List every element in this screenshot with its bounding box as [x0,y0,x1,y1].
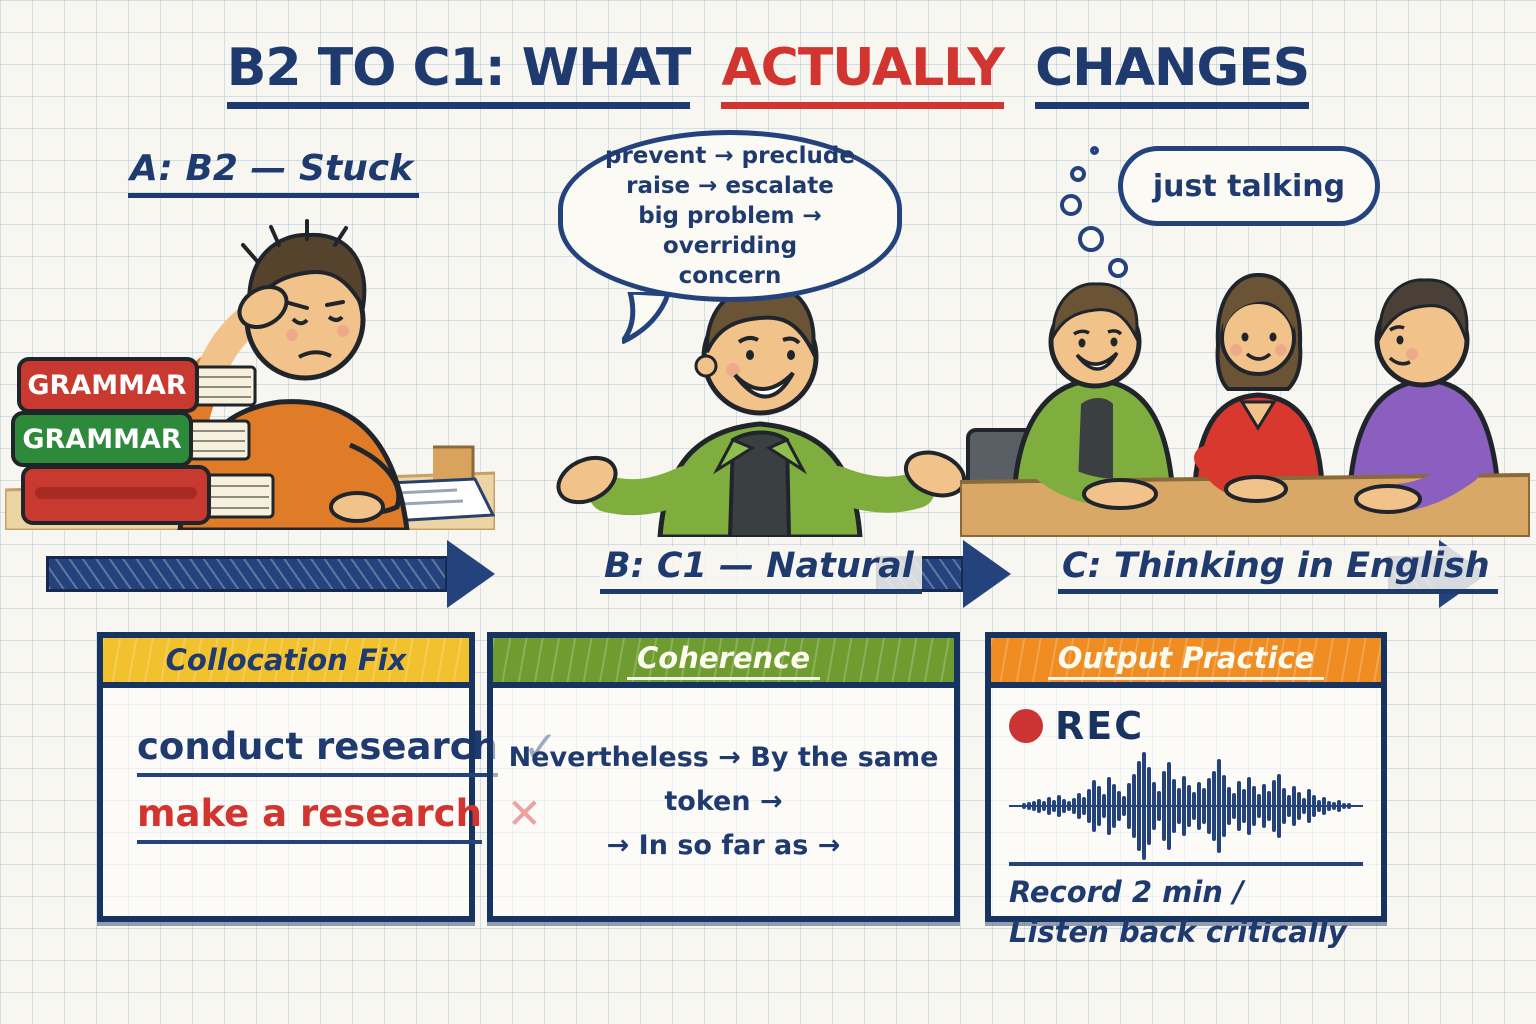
thought-trail-dot [1078,226,1104,252]
thought-trail-dot [1070,166,1086,182]
output-footer-line-1: Record 2 min / [1009,875,1244,909]
card-collocation: Collocation Fix conduct research ✓ make … [97,632,558,922]
timeline-label-c: C: Thinking in English [1058,546,1498,594]
card-output-header: Output Practice [991,638,1381,688]
page-title: B2 TO C1: WHAT ACTUALLY CHANGES [0,38,1536,109]
thought-trail-dot [1060,194,1082,216]
thought-trail-dot [1108,258,1128,278]
card-coherence-title: Coherence [627,641,820,680]
collocation-correct-row: conduct research ✓ [137,722,558,777]
sad-mouth [298,350,332,359]
thought-trail-dot [1090,146,1099,155]
group-illustration [960,272,1530,537]
speaker-illustration [556,283,967,537]
timeline-label-b: B: C1 — Natural [600,546,922,594]
card-coherence: Coherence Nevertheless → By the same tok… [487,632,960,922]
speech-bubble: prevent → preclude raise → escalate big … [558,130,902,302]
book-spine-label: GRAMMAR [22,424,181,455]
title-part2: CHANGES [1035,38,1310,109]
waveform-divider [1009,862,1363,866]
coherence-line-2: → In so far as → [606,830,841,861]
arrowhead-icon [963,540,1011,608]
waveform [1009,752,1363,860]
speaker-smile [733,371,795,399]
speech-line-4: concern [678,263,782,289]
rec-dot-icon [1009,709,1043,743]
card-collocation-header: Collocation Fix [103,638,469,688]
timeline-arrow-segment-1 [46,556,448,592]
scene-a-label: A: B2 — Stuck [128,148,420,198]
thought-bubble: just talking [1118,146,1380,226]
speaker-left-hand [556,455,618,505]
card-coherence-header: Coherence [493,638,954,688]
collocation-correct-text: conduct research [137,725,498,777]
arrowhead-icon [447,540,495,608]
rec-label: REC [1055,704,1145,748]
hand-on-forehead [237,285,289,329]
book-spine-label: GRAMMAR [27,370,186,401]
title-part1: B2 TO C1: WHAT [226,38,691,109]
grammar-book-stack: GRAMMAR GRAMMAR [11,357,275,525]
collocation-wrong-row: make a research ✕ [137,789,542,844]
collocation-wrong-text: make a research [137,792,482,844]
output-footer-line-2: Listen back critically [1009,915,1347,949]
title-highlight: ACTUALLY [721,38,1005,109]
student-hair [247,232,367,316]
speech-line-1: prevent → preclude [604,143,855,169]
student-illustration: GRAMMAR GRAMMAR [5,219,495,530]
coherence-line-1: Nevertheless → By the same token → [508,742,939,817]
rec-indicator: REC [1009,704,1363,748]
card-output: Output Practice REC Record 2 min / Liste… [985,632,1387,949]
card-collocation-title: Collocation Fix [165,643,407,677]
card-output-title: Output Practice [1047,641,1325,680]
speech-line-2: raise → escalate [626,173,834,199]
speech-line-3: big problem → overriding [638,203,822,259]
student-hand [329,491,385,523]
person-red-torso [1192,392,1325,487]
speech-bubble-tail [622,292,672,344]
thought-bubble-text: just talking [1152,168,1346,204]
